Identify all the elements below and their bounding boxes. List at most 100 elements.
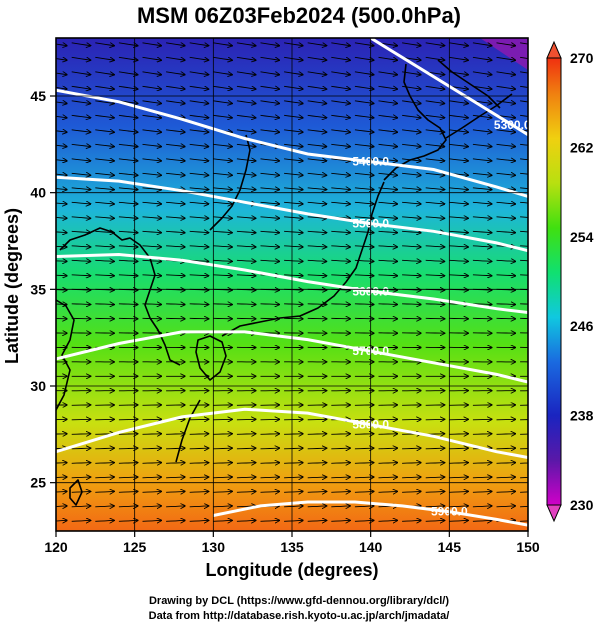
streamline-arrow: [261, 535, 280, 536]
streamline-arrow: [307, 231, 327, 232]
streamline-arrow: [331, 202, 350, 204]
streamline-arrow: [56, 275, 67, 276]
streamline-arrow: [307, 463, 327, 464]
streamline-arrow: [520, 201, 528, 204]
streamline-arrow: [213, 101, 232, 104]
colorbar: 230 238 246 254 262 270: [546, 40, 594, 523]
streamline-arrow: [95, 188, 114, 190]
streamline-arrow: [449, 159, 468, 161]
streamline-arrow: [142, 188, 162, 190]
streamline-arrow: [307, 419, 327, 420]
streamline-arrow: [56, 43, 67, 46]
streamline-arrow: [71, 43, 91, 46]
streamline-arrow: [95, 173, 114, 175]
streamline-arrow: [402, 318, 421, 319]
streamline-arrow: [449, 434, 468, 435]
streamline-arrow: [472, 275, 492, 276]
streamline-arrow: [71, 275, 91, 276]
streamline-arrow: [402, 115, 421, 118]
streamline-arrow: [236, 101, 256, 104]
streamline-arrow: [166, 448, 185, 449]
streamline-arrow: [56, 173, 67, 175]
streamline-arrow: [331, 463, 350, 464]
streamline-arrow: [56, 130, 67, 132]
streamline-arrow: [189, 448, 209, 449]
streamline-arrow: [189, 188, 209, 190]
streamline-arrow: [378, 144, 398, 146]
streamline-arrow: [190, 535, 209, 536]
streamline-arrow: [307, 86, 327, 89]
streamline-arrow: [56, 260, 67, 261]
streamline-arrow: [213, 463, 232, 464]
streamline-arrow: [71, 202, 91, 204]
streamline-arrow: [307, 448, 327, 449]
streamline-arrow: [284, 246, 303, 247]
streamline-arrow: [56, 101, 67, 104]
streamline-arrow: [166, 506, 185, 507]
streamline-arrow: [213, 86, 232, 89]
coast-hokkaido: [383, 63, 447, 181]
streamline-arrow: [496, 304, 516, 305]
streamline-arrow: [520, 477, 528, 479]
streamline-arrow: [425, 246, 445, 247]
streamline-arrow: [71, 130, 91, 132]
streamline-arrow: [402, 202, 421, 204]
streamline-arrow: [472, 434, 492, 435]
streamline-arrow: [497, 535, 516, 536]
streamline-arrow: [189, 159, 209, 161]
streamline-arrow: [496, 506, 516, 507]
streamline-arrow: [307, 159, 327, 161]
streamline-arrow: [56, 144, 67, 146]
streamline-arrow: [142, 72, 162, 75]
streamline-arrow: [496, 275, 516, 276]
streamline-arrow: [166, 86, 185, 89]
streamline-arrow: [378, 173, 398, 175]
streamline-arrow: [472, 86, 492, 89]
streamline-arrow: [166, 101, 185, 104]
streamline-arrow: [496, 463, 516, 464]
x-tick-label: 135: [280, 539, 304, 555]
streamline-arrow: [56, 159, 67, 161]
streamline-arrow: [307, 188, 327, 190]
streamline-arrow: [472, 202, 492, 204]
streamline-arrow: [142, 520, 162, 521]
streamline-arrow: [166, 202, 185, 204]
streamline-arrow: [307, 260, 327, 261]
streamline-arrow: [449, 419, 468, 420]
streamline-arrow: [166, 173, 185, 175]
streamline-arrow: [402, 188, 421, 190]
streamline-arrow: [331, 318, 350, 319]
streamline-arrow: [56, 217, 67, 219]
streamline-arrow: [189, 101, 209, 104]
colorbar-tick-label: 262: [570, 139, 594, 155]
streamline-arrow: [260, 43, 280, 46]
streamline-arrow: [142, 144, 162, 146]
streamline-arrow: [378, 304, 398, 305]
streamline-arrow: [142, 115, 162, 118]
streamline-arrow: [260, 115, 280, 118]
streamline-arrow: [284, 28, 303, 31]
streamline-arrow: [213, 246, 232, 247]
streamline-arrow: [378, 130, 398, 132]
streamline-arrow: [520, 462, 528, 464]
streamline-arrow: [449, 506, 468, 507]
contour-line: [56, 252, 528, 314]
streamline-arrow: [284, 304, 303, 305]
streamline-arrow: [284, 463, 303, 464]
x-tick-label: 140: [359, 539, 383, 555]
streamline-arrow: [425, 86, 445, 89]
streamline-arrow: [331, 72, 350, 75]
streamline-arrow: [189, 246, 209, 247]
streamline-arrow: [189, 217, 209, 219]
streamline-arrow: [426, 535, 445, 536]
streamline-arrow: [520, 158, 528, 161]
streamline-arrow: [284, 520, 303, 521]
streamline-arrow: [236, 318, 256, 319]
streamline-arrow: [56, 491, 67, 492]
streamline-arrow: [472, 260, 492, 261]
contour-line: [56, 88, 528, 198]
streamline-arrow: [260, 159, 280, 161]
streamline-arrow: [378, 115, 398, 118]
streamline-arrow: [331, 535, 350, 536]
